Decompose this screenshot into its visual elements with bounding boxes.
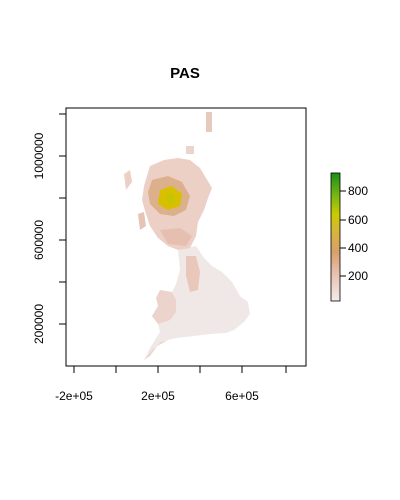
southwest-region bbox=[144, 338, 176, 360]
western-isles bbox=[124, 170, 132, 190]
pennines-region bbox=[186, 256, 200, 292]
map-landmass bbox=[124, 112, 250, 360]
shetland-islands bbox=[206, 112, 212, 132]
y-tick-label: 200000 bbox=[32, 304, 46, 344]
orkney-islands bbox=[186, 146, 194, 154]
x-tick-label: 2e+05 bbox=[141, 389, 175, 403]
x-tick-label: 6e+05 bbox=[225, 389, 259, 403]
y-axis: 200000 600000 1000000 bbox=[32, 112, 67, 366]
x-tick-label: -2e+05 bbox=[55, 389, 93, 403]
legend-colorbar: 200 400 600 800 bbox=[330, 172, 368, 302]
england-wales-region bbox=[144, 246, 250, 360]
y-tick-label: 600000 bbox=[32, 220, 46, 260]
legend-label: 800 bbox=[348, 184, 368, 198]
legend-label: 400 bbox=[348, 241, 368, 255]
inner-hebrides bbox=[138, 212, 146, 230]
x-axis: -2e+05 2e+05 6e+05 bbox=[55, 365, 287, 403]
legend-label: 600 bbox=[348, 213, 368, 227]
map-title: PAS bbox=[170, 65, 200, 82]
cairngorms-core bbox=[166, 194, 176, 204]
legend-label: 200 bbox=[348, 269, 368, 283]
y-tick-label: 1000000 bbox=[32, 132, 46, 179]
wales-region bbox=[152, 290, 176, 324]
southern-uplands-region bbox=[160, 228, 192, 246]
